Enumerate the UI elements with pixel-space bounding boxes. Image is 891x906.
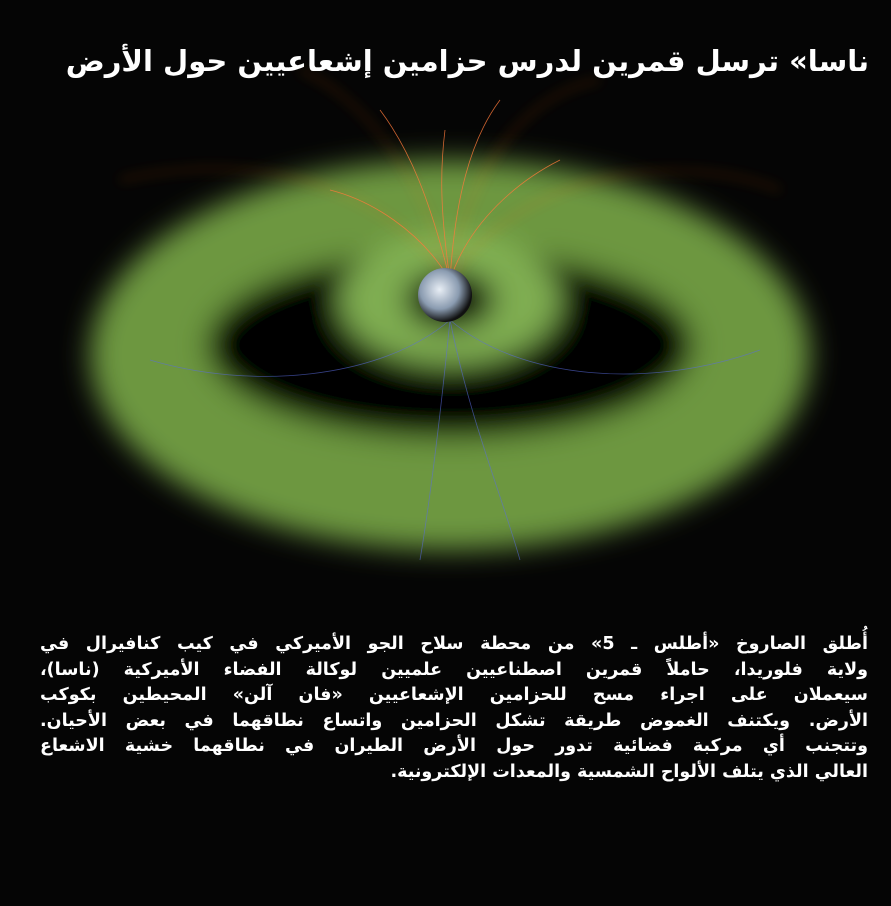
article-line: الأرض. ويكتنف الغموض طريقة تشكل الحزامين… bbox=[40, 710, 868, 731]
article-line: أُطلق الصاروخ «أطلس ـ 5» من محطة سلاح ال… bbox=[40, 634, 868, 654]
article-body: أُطلق الصاروخ «أطلس ـ 5» من محطة سلاح ال… bbox=[40, 632, 868, 785]
article-line: ولاية فلوريدا، حاملاً قمرين اصطناعيين عل… bbox=[40, 659, 868, 680]
article-line: سيعملان على اجراء مسح للحزامين الإشعاعيي… bbox=[40, 685, 868, 705]
article-line: وتتجنب أي مركبة فضائية تدور حول الأرض ال… bbox=[40, 736, 868, 756]
article-line: العالي الذي يتلف الألواح الشمسية والمعدا… bbox=[390, 761, 868, 782]
headline: ناسا» ترسل قمرين لدرس حزامين إشعاعيين حو… bbox=[65, 44, 869, 78]
